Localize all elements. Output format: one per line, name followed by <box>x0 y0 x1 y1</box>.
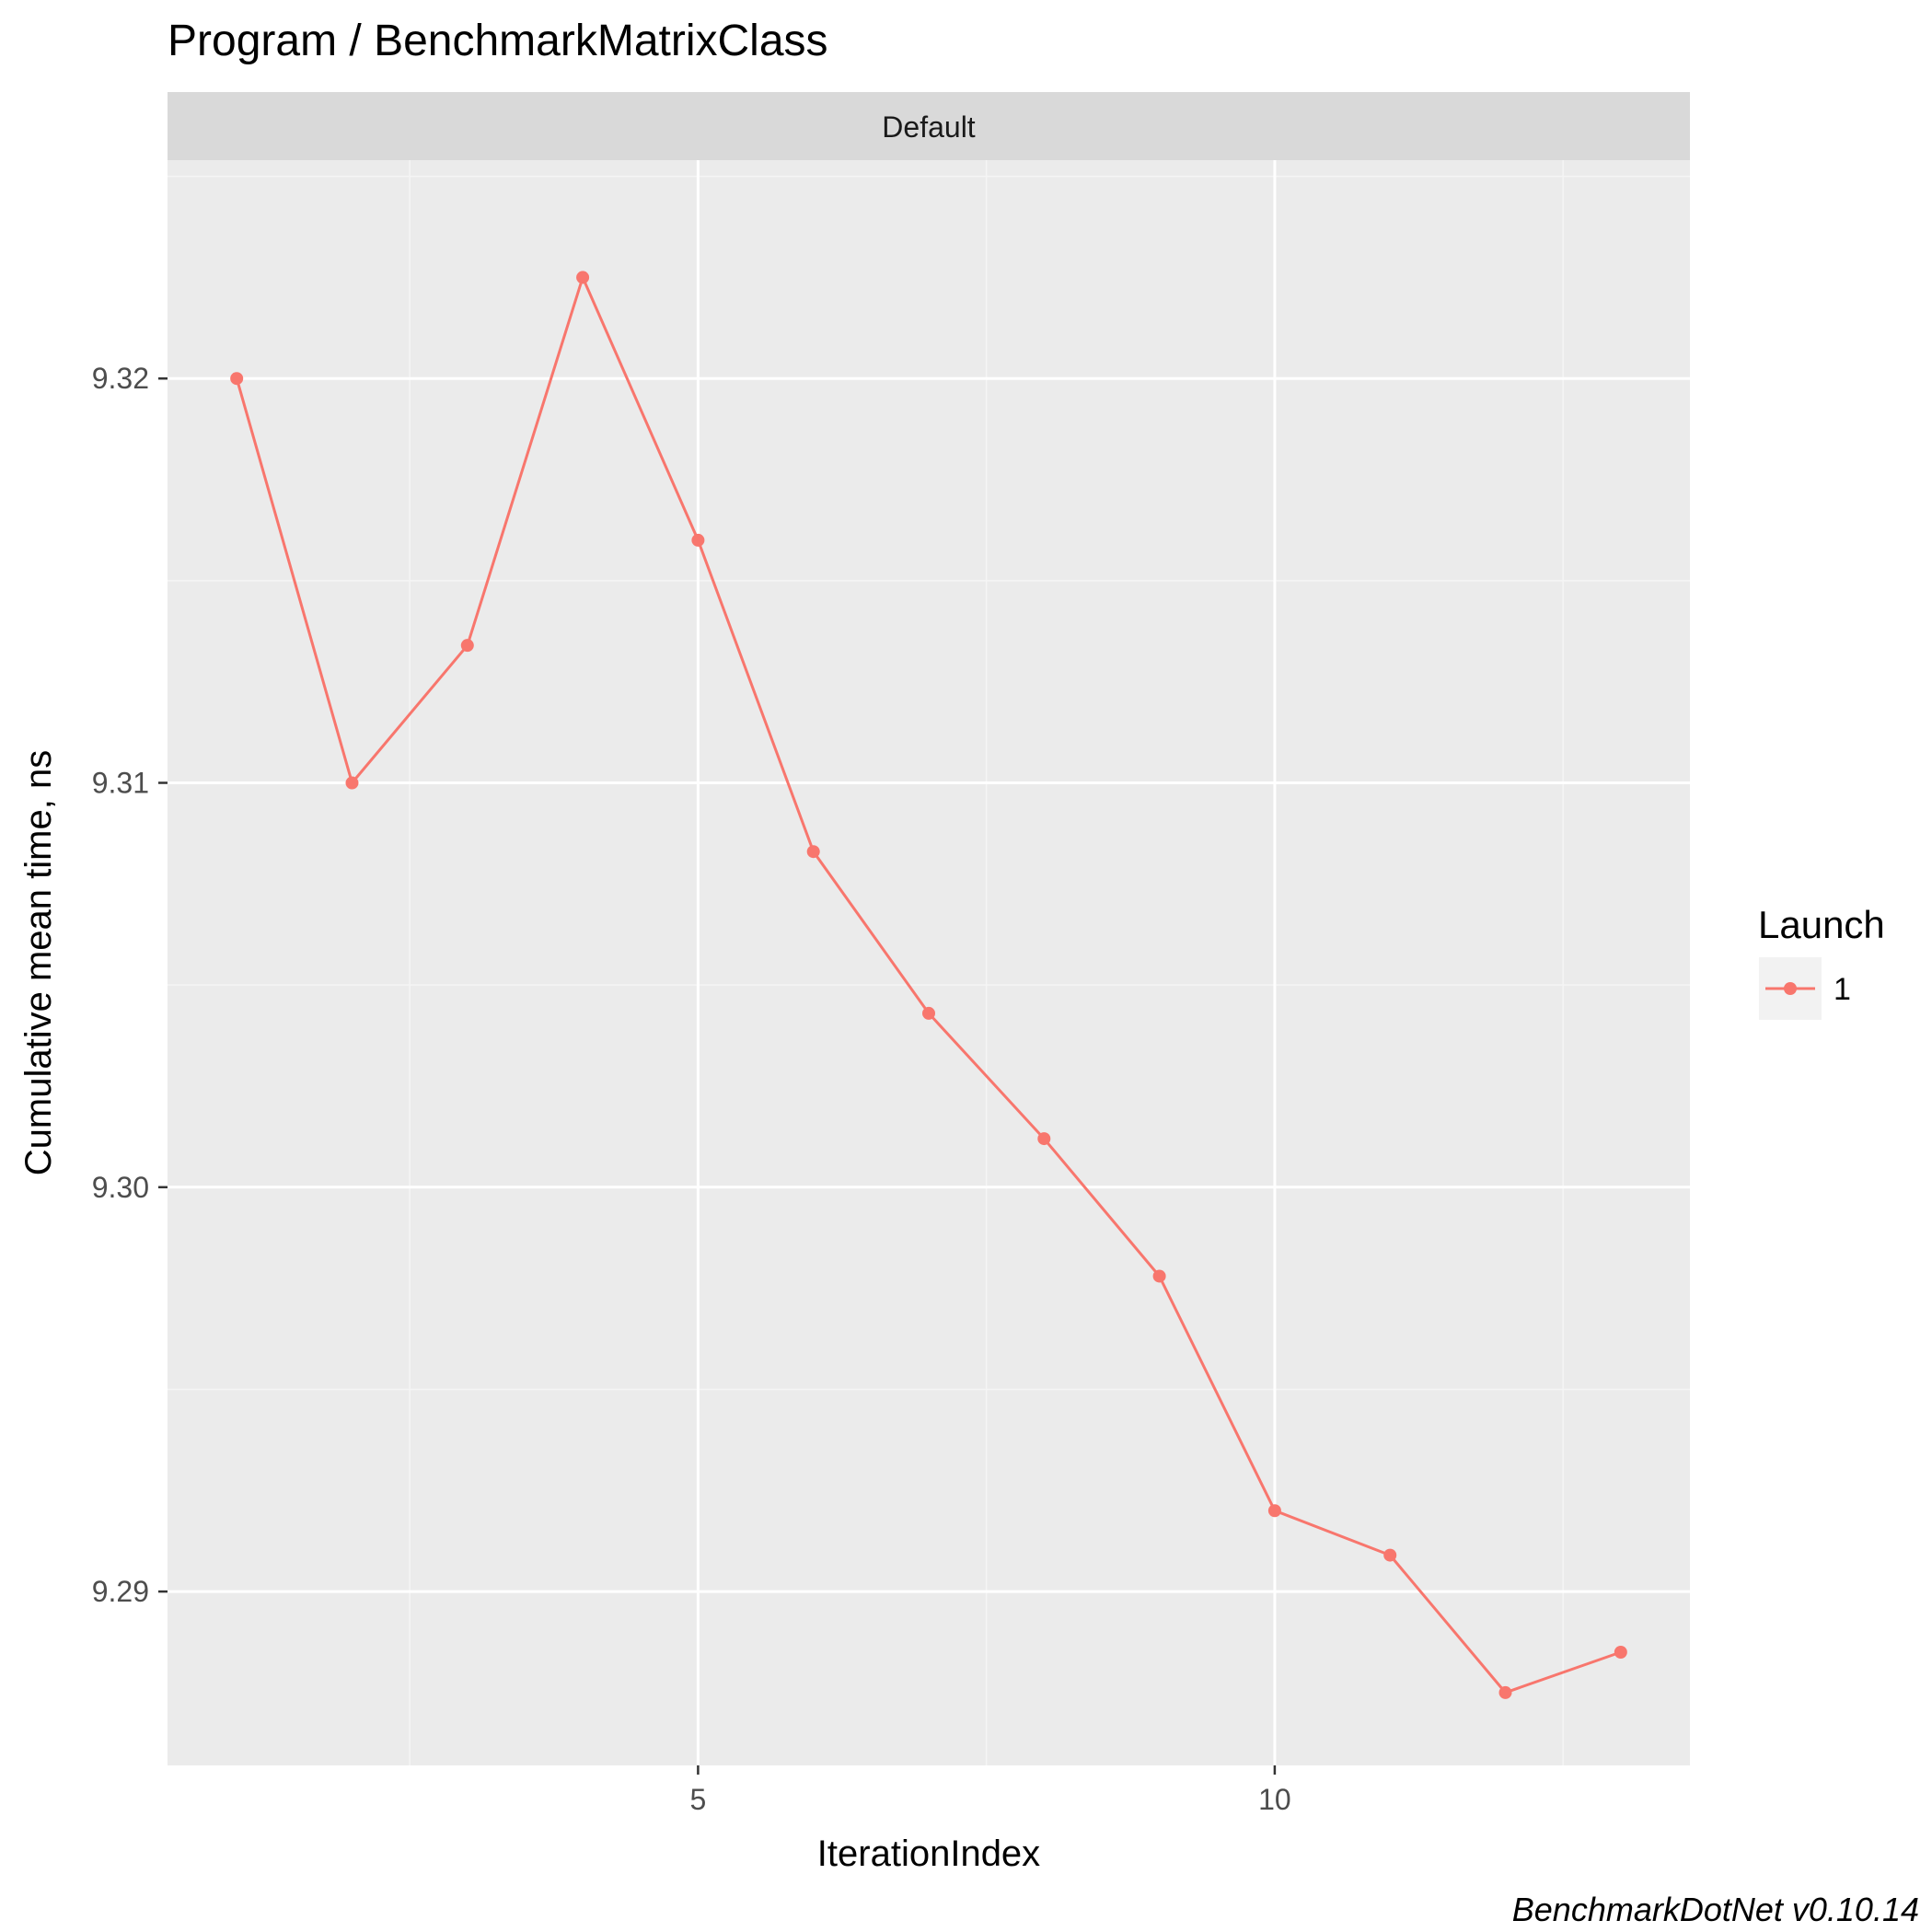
facet-strip-label: Default <box>882 110 976 144</box>
x-axis-title: IterationIndex <box>817 1834 1040 1874</box>
data-point <box>230 372 244 386</box>
series-layer <box>230 271 1627 1699</box>
legend: 1 <box>1759 957 1851 1020</box>
data-point <box>1152 1269 1166 1283</box>
chart-title: Program / BenchmarkMatrixClass <box>168 17 828 65</box>
legend-key-point <box>1784 982 1797 995</box>
caption: BenchmarkDotNet v0.10.14 <box>1512 1891 1919 1928</box>
data-point <box>1614 1645 1627 1659</box>
y-tick-label: 9.29 <box>92 1575 149 1608</box>
y-tick-label: 9.30 <box>92 1171 149 1204</box>
x-tick-label: 10 <box>1258 1783 1291 1816</box>
data-point <box>576 271 590 284</box>
data-point <box>1267 1504 1281 1518</box>
plot-panel <box>168 160 1690 1765</box>
data-point <box>922 1006 935 1020</box>
data-point <box>691 533 705 547</box>
y-axis-ticks: 9.29 9.30 9.31 9.32 <box>92 362 168 1608</box>
x-tick-label: 5 <box>689 1783 706 1816</box>
legend-title: Launch <box>1758 903 1885 946</box>
y-tick-label: 9.32 <box>92 362 149 395</box>
data-point <box>345 776 359 790</box>
data-point <box>1037 1132 1051 1146</box>
data-point <box>460 639 474 653</box>
data-point <box>806 845 820 859</box>
y-axis-title: Cumulative mean time, ns <box>18 750 59 1175</box>
legend-label: 1 <box>1834 972 1851 1007</box>
x-axis-ticks: 5 10 <box>689 1765 1291 1816</box>
grid-minor <box>168 160 1690 1765</box>
grid-major <box>168 160 1690 1765</box>
y-tick-label: 9.31 <box>92 767 149 800</box>
data-point <box>1383 1548 1397 1562</box>
data-point <box>1498 1685 1512 1699</box>
facet-strip <box>168 92 1690 160</box>
